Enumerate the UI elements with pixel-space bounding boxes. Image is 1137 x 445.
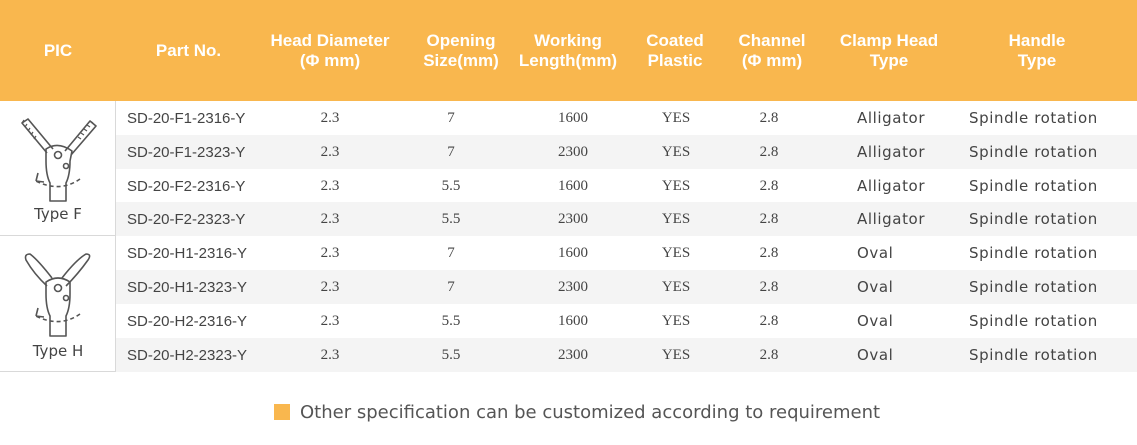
table-row: SD-20-H2-2316-Y 2.3 5.5 1600 YES 2.8 Oval Spind… — [116, 304, 1137, 338]
pic-label-type-f: Type F — [34, 205, 82, 223]
oval-forceps-icon — [24, 253, 91, 337]
cell-channel: 2.8 — [759, 346, 779, 363]
cell-channel: 2.8 — [759, 278, 779, 295]
cell-part-no: SD-20-H2-2316-Y — [127, 312, 248, 330]
cell-opening-size: 7 — [447, 278, 455, 295]
cell-handle-type: Spindle rotation — [969, 312, 1098, 330]
header-part-no: Part No. — [155, 40, 222, 60]
cell-working-length: 2300 — [558, 346, 588, 363]
cell-part-no: SD-20-F1-2316-Y — [127, 109, 246, 127]
cell-opening-size: 7 — [447, 143, 455, 160]
cell-part-no: SD-20-H2-2323-Y — [127, 346, 248, 364]
cell-part-no: SD-20-F2-2323-Y — [127, 210, 246, 228]
cell-part-no: SD-20-F2-2316-Y — [127, 177, 246, 195]
header-coated-plastic: Coated Plastic — [646, 30, 704, 70]
cell-coated-plastic: YES — [661, 244, 691, 261]
cell-clamp-head-type: Alligator — [857, 143, 926, 161]
header-working-length: Working Length(mm) — [518, 30, 618, 70]
cell-head-diameter: 2.3 — [320, 244, 340, 261]
cell-handle-type: Spindle rotation — [969, 143, 1098, 161]
pic-label-type-h: Type H — [32, 342, 84, 360]
cell-coated-plastic: YES — [661, 177, 691, 194]
table-row: SD-20-H1-2316-Y 2.3 7 1600 YES 2.8 Oval Spindle… — [116, 236, 1137, 270]
cell-opening-size: 5.5 — [441, 210, 461, 227]
cell-clamp-head-type: Alligator — [857, 109, 926, 127]
alligator-forceps-icon — [21, 118, 97, 202]
cell-working-length: 2300 — [558, 278, 588, 295]
cell-handle-type: Spindle rotation — [969, 278, 1098, 296]
cell-head-diameter: 2.3 — [320, 346, 340, 363]
table-row: SD-20-H1-2323-Y 2.3 7 2300 YES 2.8 Oval Spindle… — [116, 270, 1137, 304]
cell-clamp-head-type: Oval — [857, 244, 894, 262]
cell-channel: 2.8 — [759, 143, 779, 160]
cell-part-no: SD-20-H1-2323-Y — [127, 278, 248, 296]
cell-opening-size: 7 — [447, 244, 455, 261]
cell-opening-size: 7 — [447, 109, 455, 126]
cell-handle-type: Spindle rotation — [969, 177, 1098, 195]
cell-clamp-head-type: Oval — [857, 312, 894, 330]
cell-part-no: SD-20-H1-2316-Y — [127, 244, 248, 262]
cell-coated-plastic: YES — [661, 312, 691, 329]
cell-coated-plastic: YES — [661, 109, 691, 126]
header-head-diameter: Head Diameter (Φ mm) — [270, 30, 390, 70]
cell-coated-plastic: YES — [661, 278, 691, 295]
footnote-text: Other specification can be customized ac… — [300, 401, 881, 423]
cell-clamp-head-type: Oval — [857, 278, 894, 296]
cell-coated-plastic: YES — [661, 143, 691, 160]
cell-working-length: 1600 — [558, 177, 588, 194]
header-clamp-head-type: Clamp Head Type — [839, 30, 939, 70]
cell-working-length: 2300 — [558, 143, 588, 160]
header-pic: PIC — [43, 40, 73, 60]
footnote: Other specification can be customized ac… — [274, 400, 880, 424]
cell-working-length: 1600 — [558, 109, 588, 126]
cell-head-diameter: 2.3 — [320, 278, 340, 295]
pic-group-type-h: Type H — [0, 236, 116, 372]
cell-handle-type: Spindle rotation — [969, 244, 1098, 262]
cell-handle-type: Spindle rotation — [969, 109, 1098, 127]
cell-opening-size: 5.5 — [441, 346, 461, 363]
cell-opening-size: 5.5 — [441, 177, 461, 194]
cell-handle-type: Spindle rotation — [969, 210, 1098, 228]
cell-channel: 2.8 — [759, 244, 779, 261]
table-header: PIC Part No. Head Diameter (Φ mm) Openin… — [0, 0, 1137, 101]
cell-head-diameter: 2.3 — [320, 109, 340, 126]
cell-clamp-head-type: Alligator — [857, 177, 926, 195]
cell-channel: 2.8 — [759, 109, 779, 126]
cell-head-diameter: 2.3 — [320, 312, 340, 329]
cell-working-length: 2300 — [558, 210, 588, 227]
table-row: SD-20-F1-2316-Y 2.3 7 1600 YES 2.8 Alligator Sp… — [116, 101, 1137, 135]
table-row: SD-20-F2-2323-Y 2.3 5.5 2300 YES 2.8 Alligator… — [116, 202, 1137, 236]
legend-square-icon — [274, 404, 290, 420]
cell-channel: 2.8 — [759, 210, 779, 227]
header-opening-size: Opening Size(mm) — [423, 30, 499, 70]
cell-opening-size: 5.5 — [441, 312, 461, 329]
cell-channel: 2.8 — [759, 312, 779, 329]
pic-group-type-f: Type F — [0, 101, 116, 236]
cell-clamp-head-type: Oval — [857, 346, 894, 364]
cell-part-no: SD-20-F1-2323-Y — [127, 143, 246, 161]
cell-head-diameter: 2.3 — [320, 210, 340, 227]
header-handle-type: Handle Type — [1008, 30, 1066, 70]
table-row: SD-20-H2-2323-Y 2.3 5.5 2300 YES 2.8 Oval Spind… — [116, 338, 1137, 372]
cell-handle-type: Spindle rotation — [969, 346, 1098, 364]
cell-coated-plastic: YES — [661, 210, 691, 227]
cell-coated-plastic: YES — [661, 346, 691, 363]
table-row: SD-20-F1-2323-Y 2.3 7 2300 YES 2.8 Alligator Sp… — [116, 135, 1137, 169]
cell-working-length: 1600 — [558, 312, 588, 329]
cell-clamp-head-type: Alligator — [857, 210, 926, 228]
cell-channel: 2.8 — [759, 177, 779, 194]
cell-working-length: 1600 — [558, 244, 588, 261]
cell-head-diameter: 2.3 — [320, 177, 340, 194]
table-row: SD-20-F2-2316-Y 2.3 5.5 1600 YES 2.8 Alligator… — [116, 169, 1137, 203]
header-channel: Channel (Φ mm) — [738, 30, 806, 70]
cell-head-diameter: 2.3 — [320, 143, 340, 160]
